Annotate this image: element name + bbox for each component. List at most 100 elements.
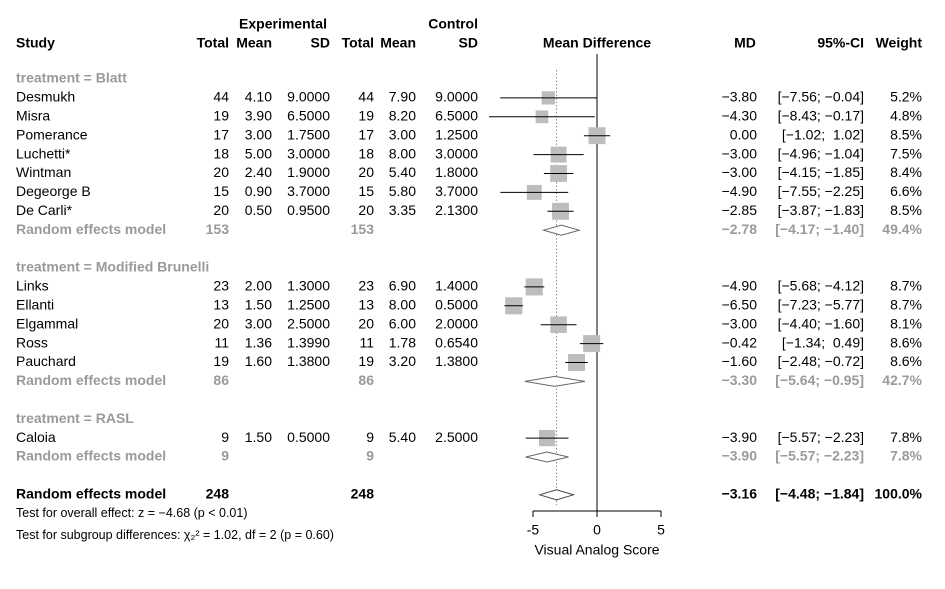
column-header: Total [342, 35, 374, 51]
cell: 8.20 [389, 108, 416, 124]
cell: 18 [358, 145, 374, 161]
x-axis-label: Visual Analog Score [534, 542, 659, 558]
weight-label: 8.6% [890, 353, 922, 369]
cell: 2.5000 [435, 429, 478, 445]
cell: 1.3000 [287, 278, 330, 294]
cell: 1.78 [389, 334, 416, 350]
cell: 1.3990 [287, 334, 330, 350]
cell: 18 [213, 145, 229, 161]
column-header: Study [16, 35, 55, 51]
md-label: −4.90 [722, 183, 758, 199]
study-name: Pomerance [16, 126, 88, 142]
cell: 17 [213, 126, 229, 142]
cell: 3.00 [389, 126, 416, 142]
cell: 1.3800 [435, 353, 478, 369]
ci-label: [−4.17; −1.40] [775, 221, 864, 237]
cell: 3.7000 [435, 183, 478, 199]
cell: 23 [213, 278, 229, 294]
md-label: −4.30 [722, 108, 758, 124]
md-label: −3.30 [722, 372, 758, 388]
group-label: treatment = RASL [16, 410, 134, 426]
cell: 1.3800 [287, 353, 330, 369]
cell: 9 [221, 429, 229, 445]
md-label: −3.16 [722, 486, 758, 502]
x-tick-label: 0 [593, 522, 601, 538]
cell: 20 [213, 164, 229, 180]
study-name: Pauchard [16, 353, 76, 369]
study-name: Luchetti* [16, 145, 71, 161]
test-text: Test for overall effect: z = −4.68 (p < … [16, 506, 248, 520]
cell: 1.36 [245, 334, 272, 350]
ci-label: [−5.57; −2.23] [775, 448, 864, 464]
cell: 6.90 [389, 278, 416, 294]
md-label: −2.85 [722, 202, 758, 218]
ci-label: [−4.96; −1.04] [778, 145, 864, 161]
diamond [537, 489, 576, 501]
md-label: −3.90 [722, 448, 758, 464]
ci-label: [−5.64; −0.95] [775, 372, 864, 388]
md-label: −3.90 [722, 429, 758, 445]
diamond [525, 451, 569, 463]
cell: 0.6540 [435, 334, 478, 350]
cell: 1.50 [245, 429, 272, 445]
column-header: Weight [876, 35, 923, 51]
x-tick-label: -5 [527, 522, 540, 538]
cell: 3.00 [245, 315, 272, 331]
weight-label: 42.7% [882, 372, 922, 388]
cell: 3.90 [245, 108, 272, 124]
weight-label: 7.8% [890, 429, 922, 445]
weight-label: 5.2% [890, 89, 922, 105]
ci-label: [−4.40; −1.60] [778, 315, 864, 331]
study-name: Ellanti [16, 297, 54, 313]
column-header: Mean Difference [543, 35, 651, 51]
model-total: 9 [221, 448, 229, 464]
cell: 2.40 [245, 164, 272, 180]
cell: 1.7500 [287, 126, 330, 142]
cell: 1.4000 [435, 278, 478, 294]
md-label: −3.00 [722, 145, 758, 161]
weight-label: 7.8% [890, 448, 922, 464]
ci-label: [−7.56; −0.04] [778, 89, 864, 105]
cell: 8.00 [389, 297, 416, 313]
cell: 44 [213, 89, 229, 105]
weight-label: 100.0% [875, 486, 923, 502]
cell: 2.1300 [435, 202, 478, 218]
ci-label: [−8.43; −0.17] [778, 108, 864, 124]
cell: 19 [213, 108, 229, 124]
x-tick-label: 5 [657, 522, 665, 538]
md-label: −3.00 [722, 164, 758, 180]
cell: 13 [213, 297, 229, 313]
ci-label: [−3.87; −1.83] [778, 202, 864, 218]
cell: 3.0000 [287, 145, 330, 161]
cell: 1.50 [245, 297, 272, 313]
cell: 3.35 [389, 202, 416, 218]
cell: 6.5000 [287, 108, 330, 124]
cell: 5.40 [389, 429, 416, 445]
cell: 2.0000 [435, 315, 478, 331]
ci-label: [−4.15; −1.85] [778, 164, 864, 180]
cell: 13 [358, 297, 374, 313]
model-total: 248 [351, 486, 375, 502]
column-header: Mean [236, 35, 272, 51]
cell: 15 [358, 183, 374, 199]
cell: 3.20 [389, 353, 416, 369]
cell: 20 [213, 315, 229, 331]
cell: 20 [358, 202, 374, 218]
cell: 1.9000 [287, 164, 330, 180]
cell: 3.0000 [435, 145, 478, 161]
group-label: treatment = Blatt [16, 70, 127, 86]
cell: 5.00 [245, 145, 272, 161]
cell: 1.8000 [435, 164, 478, 180]
weight-label: 8.5% [890, 202, 922, 218]
cell: 8.00 [389, 145, 416, 161]
cell: 5.40 [389, 164, 416, 180]
cell: 20 [213, 202, 229, 218]
model-name: Random effects model [16, 486, 166, 502]
cell: 17 [358, 126, 374, 142]
md-label: 0.00 [730, 126, 757, 142]
cell: 20 [358, 315, 374, 331]
weight-label: 6.6% [890, 183, 922, 199]
cell: 19 [213, 353, 229, 369]
cell: 0.5000 [435, 297, 478, 313]
cell: 9.0000 [435, 89, 478, 105]
